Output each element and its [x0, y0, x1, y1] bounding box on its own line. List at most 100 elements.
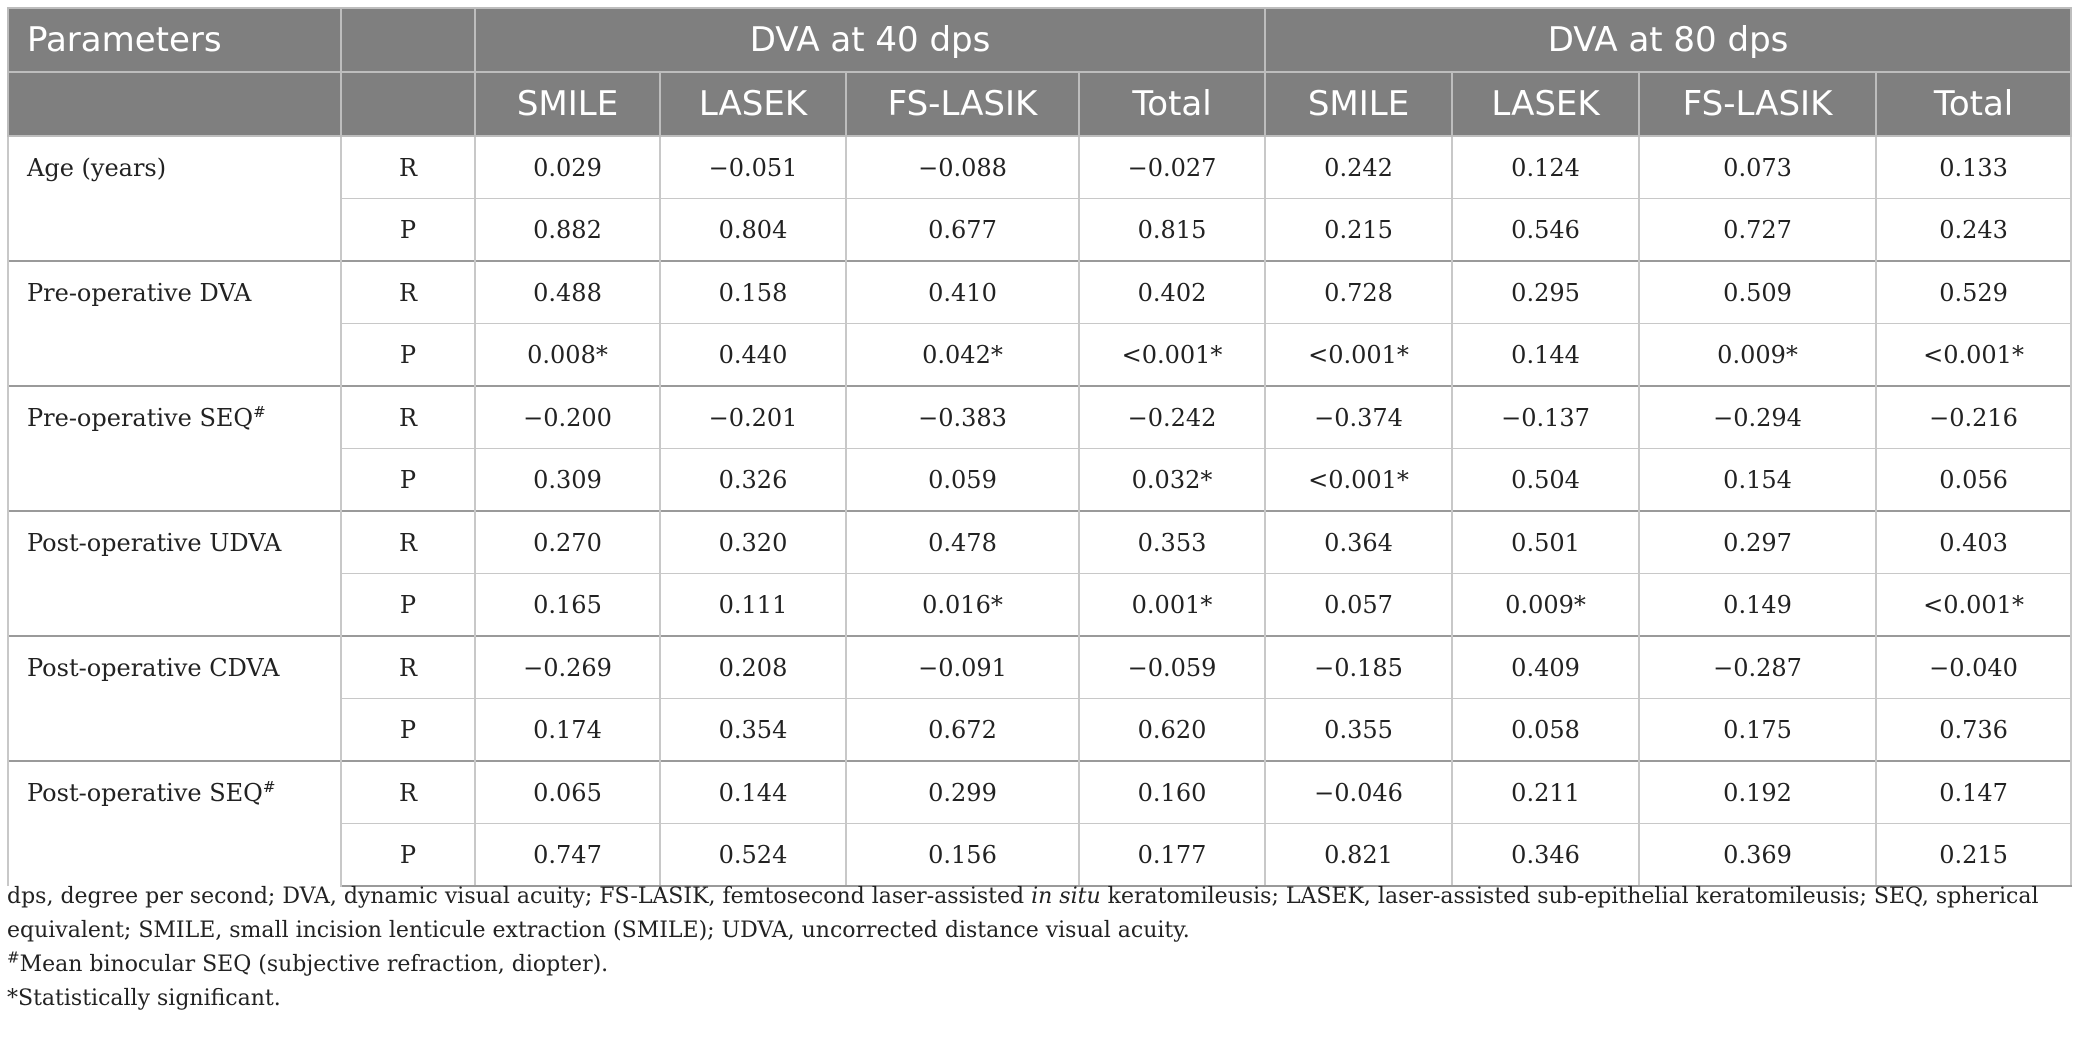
r-value-cell: 0.192 [1638, 760, 1878, 824]
r-value-cell: −0.269 [474, 635, 661, 699]
header-subcolumn: Total [1077, 71, 1267, 137]
parameter-name: Age (years) [27, 154, 167, 182]
p-value-cell: 0.144 [1451, 323, 1641, 386]
r-value-cell: 0.160 [1077, 760, 1267, 824]
r-value-cell: 0.124 [1451, 135, 1641, 199]
header-subcolumn: LASEK [1451, 71, 1641, 137]
r-value-cell: 0.211 [1451, 760, 1641, 824]
footnote-significance: *Statistically significant. [7, 986, 281, 1011]
r-value-cell: 0.299 [845, 760, 1080, 824]
footnote-italic: in situ [1031, 884, 1101, 909]
p-value-cell: 0.309 [474, 448, 661, 511]
r-value-cell: 0.270 [474, 510, 661, 574]
r-value-cell: −0.374 [1264, 385, 1454, 449]
p-value-cell: 0.369 [1638, 823, 1878, 887]
r-value-cell: 0.728 [1264, 260, 1454, 324]
r-value-cell: 0.242 [1264, 135, 1454, 199]
table-body: Age (years) R 0.029 −0.051 −0.088 −0.027 0.242… [7, 135, 2073, 887]
p-value-cell: <0.001* [1264, 448, 1454, 511]
r-value-cell: 0.320 [659, 510, 847, 574]
p-value-cell: 0.354 [659, 698, 847, 761]
header-parameters: Parameters [7, 7, 342, 73]
r-value-cell: 0.509 [1638, 260, 1878, 324]
header-subcolumn: SMILE [474, 71, 661, 137]
footnote-hash-symbol: # [7, 948, 20, 967]
table-row: Post-operative UDVA R 0.270 0.320 0.478 0.353… [7, 510, 2073, 636]
p-value-cell: 0.175 [1638, 698, 1878, 761]
header-subcolumn: FS-LASIK [845, 71, 1080, 137]
p-value-cell: 0.032* [1077, 448, 1267, 511]
table-container: Parameters DVA at 40 dps DVA at 80 dps S… [7, 7, 2073, 887]
p-value-cell: 0.804 [659, 198, 847, 261]
p-value-cell: 0.111 [659, 573, 847, 636]
p-value-cell: 0.326 [659, 448, 847, 511]
parameter-cell: Pre-operative SEQ# [7, 385, 342, 511]
p-value-cell: 0.215 [1875, 823, 2073, 887]
r-value-cell: 0.133 [1875, 135, 2073, 199]
table-row: Post-operative CDVA R −0.269 0.208 −0.091 −0.… [7, 635, 2073, 761]
r-value-cell: −0.137 [1451, 385, 1641, 449]
r-value-cell: −0.294 [1638, 385, 1878, 449]
parameter-footnote-mark: # [262, 778, 276, 796]
parameter-name: Pre-operative SEQ [27, 404, 254, 432]
p-value-cell: 0.056 [1875, 448, 2073, 511]
header-subcolumn: SMILE [1264, 71, 1454, 137]
p-value-cell: 0.215 [1264, 198, 1454, 261]
p-value-cell: 0.149 [1638, 573, 1878, 636]
header-row-subcolumns: SMILE LASEK FS-LASIK Total SMILE LASEK F… [7, 71, 2073, 137]
p-value-cell: <0.001* [1875, 573, 2073, 636]
stat-label-r: R [340, 260, 476, 324]
r-value-cell: 0.364 [1264, 510, 1454, 574]
p-value-cell: 0.355 [1264, 698, 1454, 761]
stat-label-r: R [340, 635, 476, 699]
footnote-text: keratomileusis; LASEK, laser-assisted su… [7, 884, 2039, 943]
parameter-name: Post-operative UDVA [27, 529, 282, 557]
parameter-cell: Post-operative SEQ# [7, 760, 342, 886]
p-value-cell: <0.001* [1264, 323, 1454, 386]
p-value-cell: 0.546 [1451, 198, 1641, 261]
parameter-name: Post-operative SEQ [27, 779, 263, 807]
p-value-cell: 0.524 [659, 823, 847, 887]
stat-label-p: P [340, 198, 476, 261]
r-value-cell: 0.529 [1875, 260, 2073, 324]
table-header: Parameters DVA at 40 dps DVA at 80 dps S… [7, 7, 2073, 137]
header-group-80dps: DVA at 80 dps [1264, 7, 2073, 73]
footnote-abbreviations: dps, degree per second; DVA, dynamic vis… [7, 880, 2070, 948]
parameter-name: Post-operative CDVA [27, 654, 280, 682]
p-value-cell: 0.243 [1875, 198, 2073, 261]
p-value-cell: 0.165 [474, 573, 661, 636]
header-empty [340, 71, 476, 137]
table-row: P 0.747 0.524 0.156 0.177 0.821 0.346 0.369 0.21… [8, 823, 2073, 887]
r-value-cell: −0.027 [1077, 135, 1267, 199]
r-value-cell: 0.353 [1077, 510, 1267, 574]
table-row: P 0.008* 0.440 0.042* <0.001* <0.001* 0.144 0.0… [8, 323, 2073, 386]
r-value-cell: 0.501 [1451, 510, 1641, 574]
table-row: P 0.174 0.354 0.672 0.620 0.355 0.058 0.175 0.73… [8, 698, 2073, 761]
footnote-text: dps, degree per second; DVA, dynamic vis… [7, 884, 1032, 909]
r-value-cell: −0.383 [845, 385, 1080, 449]
table-row: P 0.165 0.111 0.016* 0.001* 0.057 0.009* 0.149 <… [8, 573, 2073, 636]
parameter-cell: Post-operative CDVA [7, 635, 342, 761]
table-row: Post-operative SEQ# R 0.065 0.144 0.299 0.160… [7, 760, 2073, 886]
header-subcolumn: FS-LASIK [1638, 71, 1878, 137]
parameter-cell: Pre-operative DVA [7, 260, 342, 386]
stat-label-r: R [340, 510, 476, 574]
stat-label-p: P [340, 573, 476, 636]
parameter-name: Pre-operative DVA [27, 279, 252, 307]
r-value-cell: −0.059 [1077, 635, 1267, 699]
p-value-cell: 0.821 [1264, 823, 1454, 887]
parameter-footnote-mark: # [253, 403, 266, 421]
p-value-cell: 0.747 [474, 823, 661, 887]
r-value-cell: 0.144 [659, 760, 847, 824]
r-value-cell: 0.147 [1875, 760, 2073, 824]
header-empty [340, 7, 476, 73]
stat-label-p: P [340, 323, 476, 386]
stat-label-r: R [340, 135, 476, 199]
p-value-cell: 0.174 [474, 698, 661, 761]
p-value-cell: 0.727 [1638, 198, 1878, 261]
p-value-cell: <0.001* [1077, 323, 1267, 386]
r-value-cell: −0.091 [845, 635, 1080, 699]
p-value-cell: 0.009* [1638, 323, 1878, 386]
r-value-cell: 0.478 [845, 510, 1080, 574]
p-value-cell: 0.672 [845, 698, 1080, 761]
